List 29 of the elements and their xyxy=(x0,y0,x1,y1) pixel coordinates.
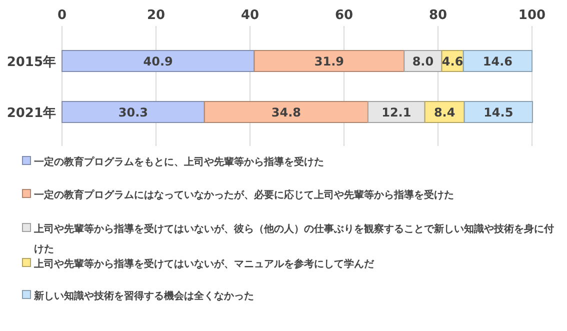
legend-label: 上司や先輩等から指導を受けてはいないが、彼ら（他の人）の仕事ぶりを観察することで新しい知識や技術を身に付けた xyxy=(34,224,554,255)
data-label: 4.6 xyxy=(442,54,464,68)
bar xyxy=(204,101,368,123)
bar xyxy=(462,50,532,72)
bar xyxy=(62,101,205,123)
x-tick-label: 60 xyxy=(334,8,354,23)
data-label: 8.4 xyxy=(434,106,456,120)
data-label: 14.6 xyxy=(482,54,512,68)
legend-label: 一定の教育プログラムにはなっていなかったが、必要に応じて上司や先輩等から指導を受けた xyxy=(34,190,454,201)
x-tick-label: 20 xyxy=(146,8,166,23)
legend-label: 上司や先輩等から指導を受けてはいないが、マニュアルを参考にして学んだ xyxy=(34,259,374,270)
data-label: 8.0 xyxy=(412,54,434,68)
x-tick-label: 40 xyxy=(240,8,260,23)
data-label: 40.9 xyxy=(143,54,173,68)
bar xyxy=(62,50,255,72)
x-tick-label: 100 xyxy=(518,8,546,23)
data-label: 12.1 xyxy=(382,106,412,120)
y-tick-label: 2015年 xyxy=(6,55,56,70)
data-label: 14.5 xyxy=(484,106,514,120)
legend-label: 一定の教育プログラムをもとに、上司や先輩等から指導を受けた xyxy=(34,157,324,168)
bar xyxy=(464,101,533,123)
bar xyxy=(254,50,405,72)
data-label: 31.9 xyxy=(314,54,344,68)
data-label: 34.8 xyxy=(271,106,301,120)
data-label: 30.3 xyxy=(118,106,148,120)
y-tick-label: 2021年 xyxy=(6,106,56,121)
x-tick-label: 0 xyxy=(57,8,67,23)
legend-label: 新しい知識や技術を習得する機会は全くなかった xyxy=(34,291,254,302)
x-tick-label: 80 xyxy=(428,8,448,23)
